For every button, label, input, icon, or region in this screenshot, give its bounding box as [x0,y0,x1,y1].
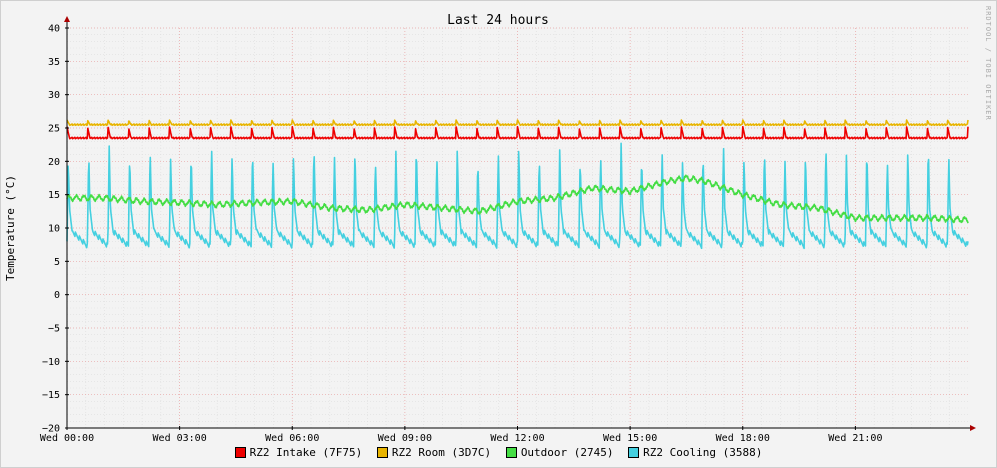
x-tick-label: Wed 00:00 [40,433,94,444]
y-tick-label: 15 [48,190,60,201]
x-tick-label: Wed 15:00 [603,433,657,444]
legend-item-room: RZ2 Room (3D7C) [376,446,492,459]
x-tick-label: Wed 03:00 [153,433,207,444]
y-tick-label: 0 [54,290,60,301]
legend-swatch [628,447,640,458]
grid [66,27,968,429]
y-axis-label: Temperature (°C) [4,175,17,281]
legend-label: RZ2 Cooling (3588) [643,446,763,459]
legend-item-cooling: RZ2 Cooling (3588) [628,446,762,459]
chart-title: Last 24 hours [447,13,549,28]
series-layer [66,119,969,250]
axes [64,16,976,431]
series-line-0 [66,125,969,140]
legend-item-outdoor: Outdoor (2745) [505,446,614,459]
y-tick-label: 5 [54,257,60,268]
y-tick-label: −5 [48,324,60,335]
y-tick-label: −15 [42,390,60,401]
y-tick-label: 35 [48,57,60,68]
legend-label: RZ2 Room (3D7C) [391,446,492,459]
y-tick-label: 20 [48,157,60,168]
x-axis-arrow [970,425,976,431]
x-tick-label: Wed 09:00 [378,433,432,444]
y-axis-arrow [64,16,70,22]
y-tick-label: −20 [42,424,60,435]
series-line-1 [66,119,969,127]
series-line-3 [66,142,969,250]
watermark: RRDTOOL / TOBI OETIKER [984,6,992,121]
y-tick-label: 10 [48,224,60,235]
y-tick-label: 25 [48,124,60,135]
legend-swatch [376,447,388,458]
legend-swatch [234,447,246,458]
x-tick-label: Wed 06:00 [265,433,319,444]
legend-swatch [505,447,517,458]
legend-label: Outdoor (2745) [520,446,614,459]
legend: RZ2 Intake (7F75) RZ2 Room (3D7C) Outdoo… [0,446,997,461]
series-line-2 [66,174,969,224]
legend-item-intake: RZ2 Intake (7F75) [234,446,363,459]
y-tick-label: 40 [48,24,60,35]
legend-label: RZ2 Intake (7F75) [249,446,363,459]
x-tick-label: Wed 21:00 [828,433,882,444]
x-tick-label: Wed 18:00 [716,433,770,444]
y-tick-label: 30 [48,90,60,101]
y-tick-label: −10 [42,357,60,368]
x-tick-label: Wed 12:00 [490,433,544,444]
